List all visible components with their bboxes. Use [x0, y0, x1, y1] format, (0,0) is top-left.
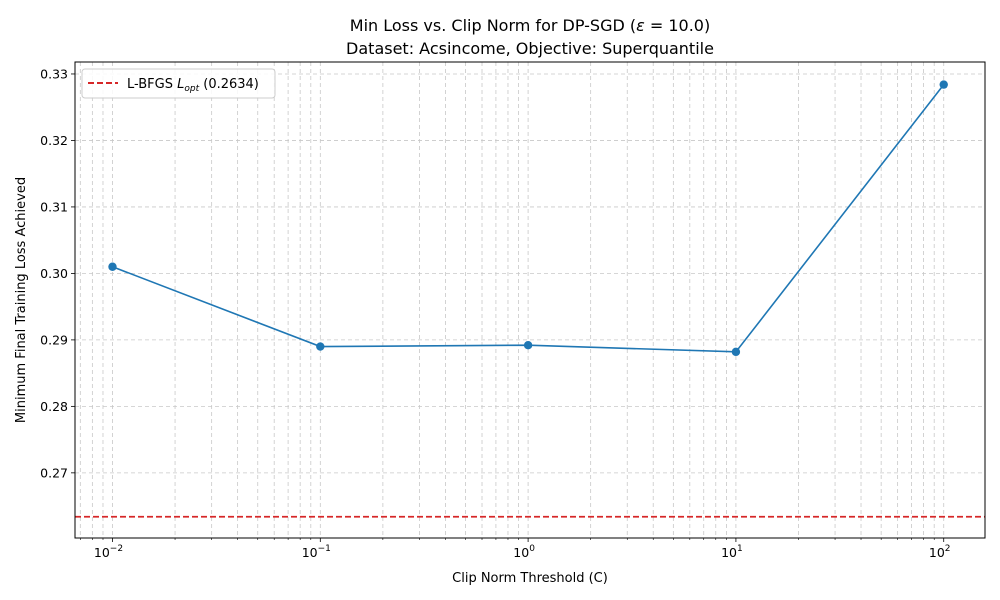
x-axis-ticks: 10−2 10−1 100 101 102: [80, 538, 951, 560]
title-prefix: Min Loss vs. Clip Norm for DP-SGD (: [350, 16, 636, 35]
legend: L-BFGS Lopt (0.2634): [81, 68, 276, 99]
plot-frame: [74, 61, 986, 539]
major-gridlines: [75, 62, 985, 538]
data-point: [731, 347, 741, 357]
title-epsilon-value: = 10.0): [645, 16, 710, 35]
data-point: [108, 262, 117, 271]
x-axis-label: Clip Norm Threshold (C): [452, 571, 608, 586]
y-tick-label: 0.29: [40, 332, 68, 347]
legend-label-subscript: opt: [184, 84, 199, 94]
y-tick-label: 0.32: [40, 133, 68, 148]
data-point: [939, 80, 948, 89]
chart-title-line1: Min Loss vs. Clip Norm for DP-SGD (ε = 1…: [350, 16, 710, 35]
y-axis-label: Minimum Final Training Loss Achieved: [14, 177, 29, 423]
series-group: [108, 80, 948, 357]
x-tick-label: 10−2: [94, 544, 123, 560]
chart-title-line2: Dataset: Acsincome, Objective: Superquan…: [346, 39, 714, 58]
y-tick-label: 0.30: [40, 266, 68, 281]
minor-gridlines: [79, 62, 935, 538]
y-tick-label: 0.27: [40, 465, 68, 480]
x-tick-label: 100: [513, 544, 535, 560]
x-tick-label: 102: [929, 544, 951, 560]
title-epsilon: ε: [636, 16, 645, 35]
x-tick-label: 10−1: [302, 544, 331, 560]
legend-label-reference-line: L-BFGS Lopt (0.2634): [127, 77, 259, 94]
y-tick-label: 0.28: [40, 399, 68, 414]
y-axis-ticks: 0.27 0.28 0.29 0.30 0.31 0.32 0.33: [40, 66, 75, 480]
data-point: [523, 341, 533, 350]
data-point: [316, 342, 325, 351]
y-tick-label: 0.31: [40, 199, 68, 214]
legend-label-prefix: L-BFGS: [127, 77, 177, 92]
x-tick-label: 101: [721, 544, 743, 560]
legend-label-symbol: L: [177, 77, 184, 92]
y-tick-label: 0.33: [40, 66, 68, 81]
legend-box: [81, 68, 276, 99]
legend-label-suffix: (0.2634): [199, 77, 259, 92]
